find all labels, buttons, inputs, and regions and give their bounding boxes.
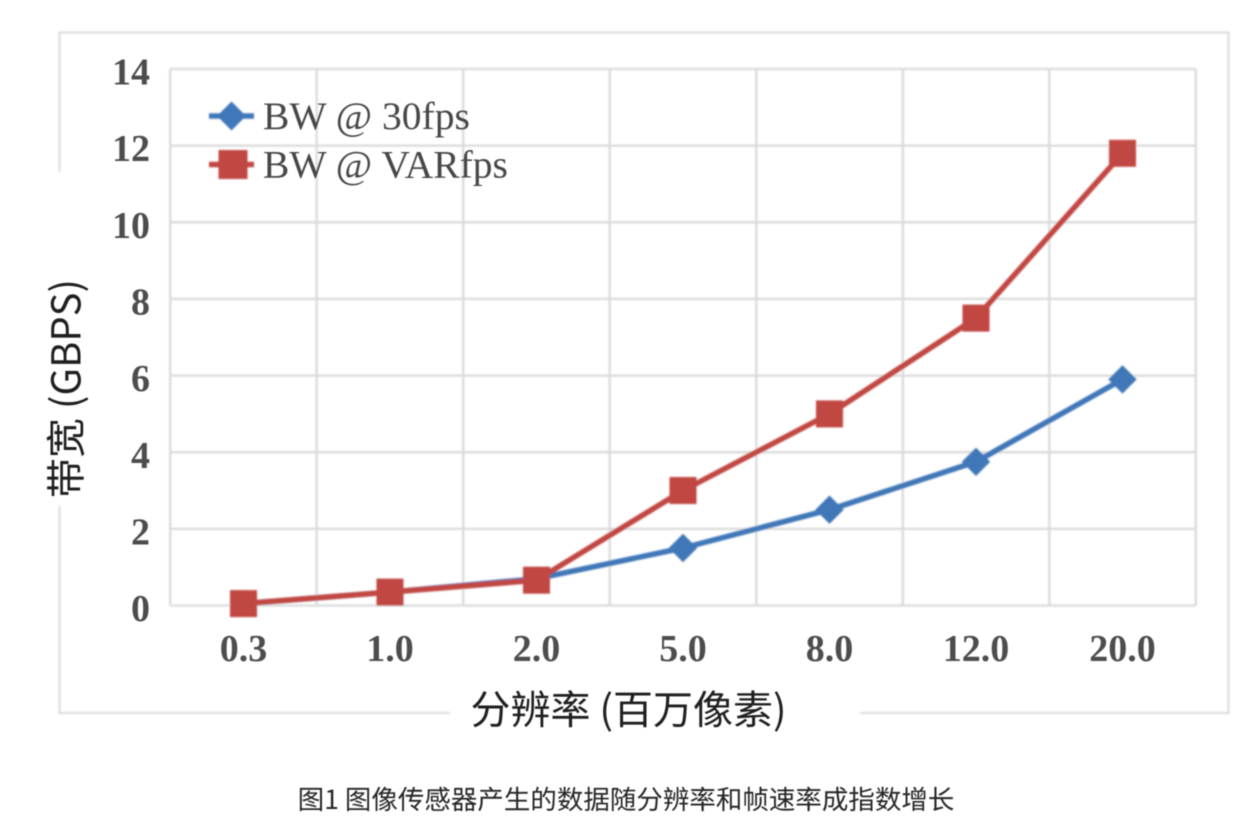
- svg-text:6: 6: [131, 358, 150, 400]
- svg-text:BW @ VARfps: BW @ VARfps: [263, 143, 508, 187]
- svg-text:2.0: 2.0: [513, 628, 561, 670]
- svg-text:5.0: 5.0: [659, 628, 707, 670]
- svg-text:14: 14: [112, 52, 150, 94]
- svg-text:1.0: 1.0: [366, 628, 414, 670]
- svg-text:12.0: 12.0: [943, 628, 1010, 670]
- svg-text:0: 0: [131, 588, 150, 630]
- svg-text:8.0: 8.0: [806, 628, 854, 670]
- svg-text:0.3: 0.3: [220, 628, 268, 670]
- svg-text:12: 12: [112, 128, 150, 170]
- svg-text:10: 10: [112, 205, 150, 247]
- svg-text:4: 4: [131, 435, 150, 477]
- svg-text:BW @ 30fps: BW @ 30fps: [263, 94, 470, 138]
- svg-text:20.0: 20.0: [1089, 628, 1156, 670]
- svg-text:8: 8: [131, 282, 150, 324]
- svg-text:2: 2: [131, 511, 150, 553]
